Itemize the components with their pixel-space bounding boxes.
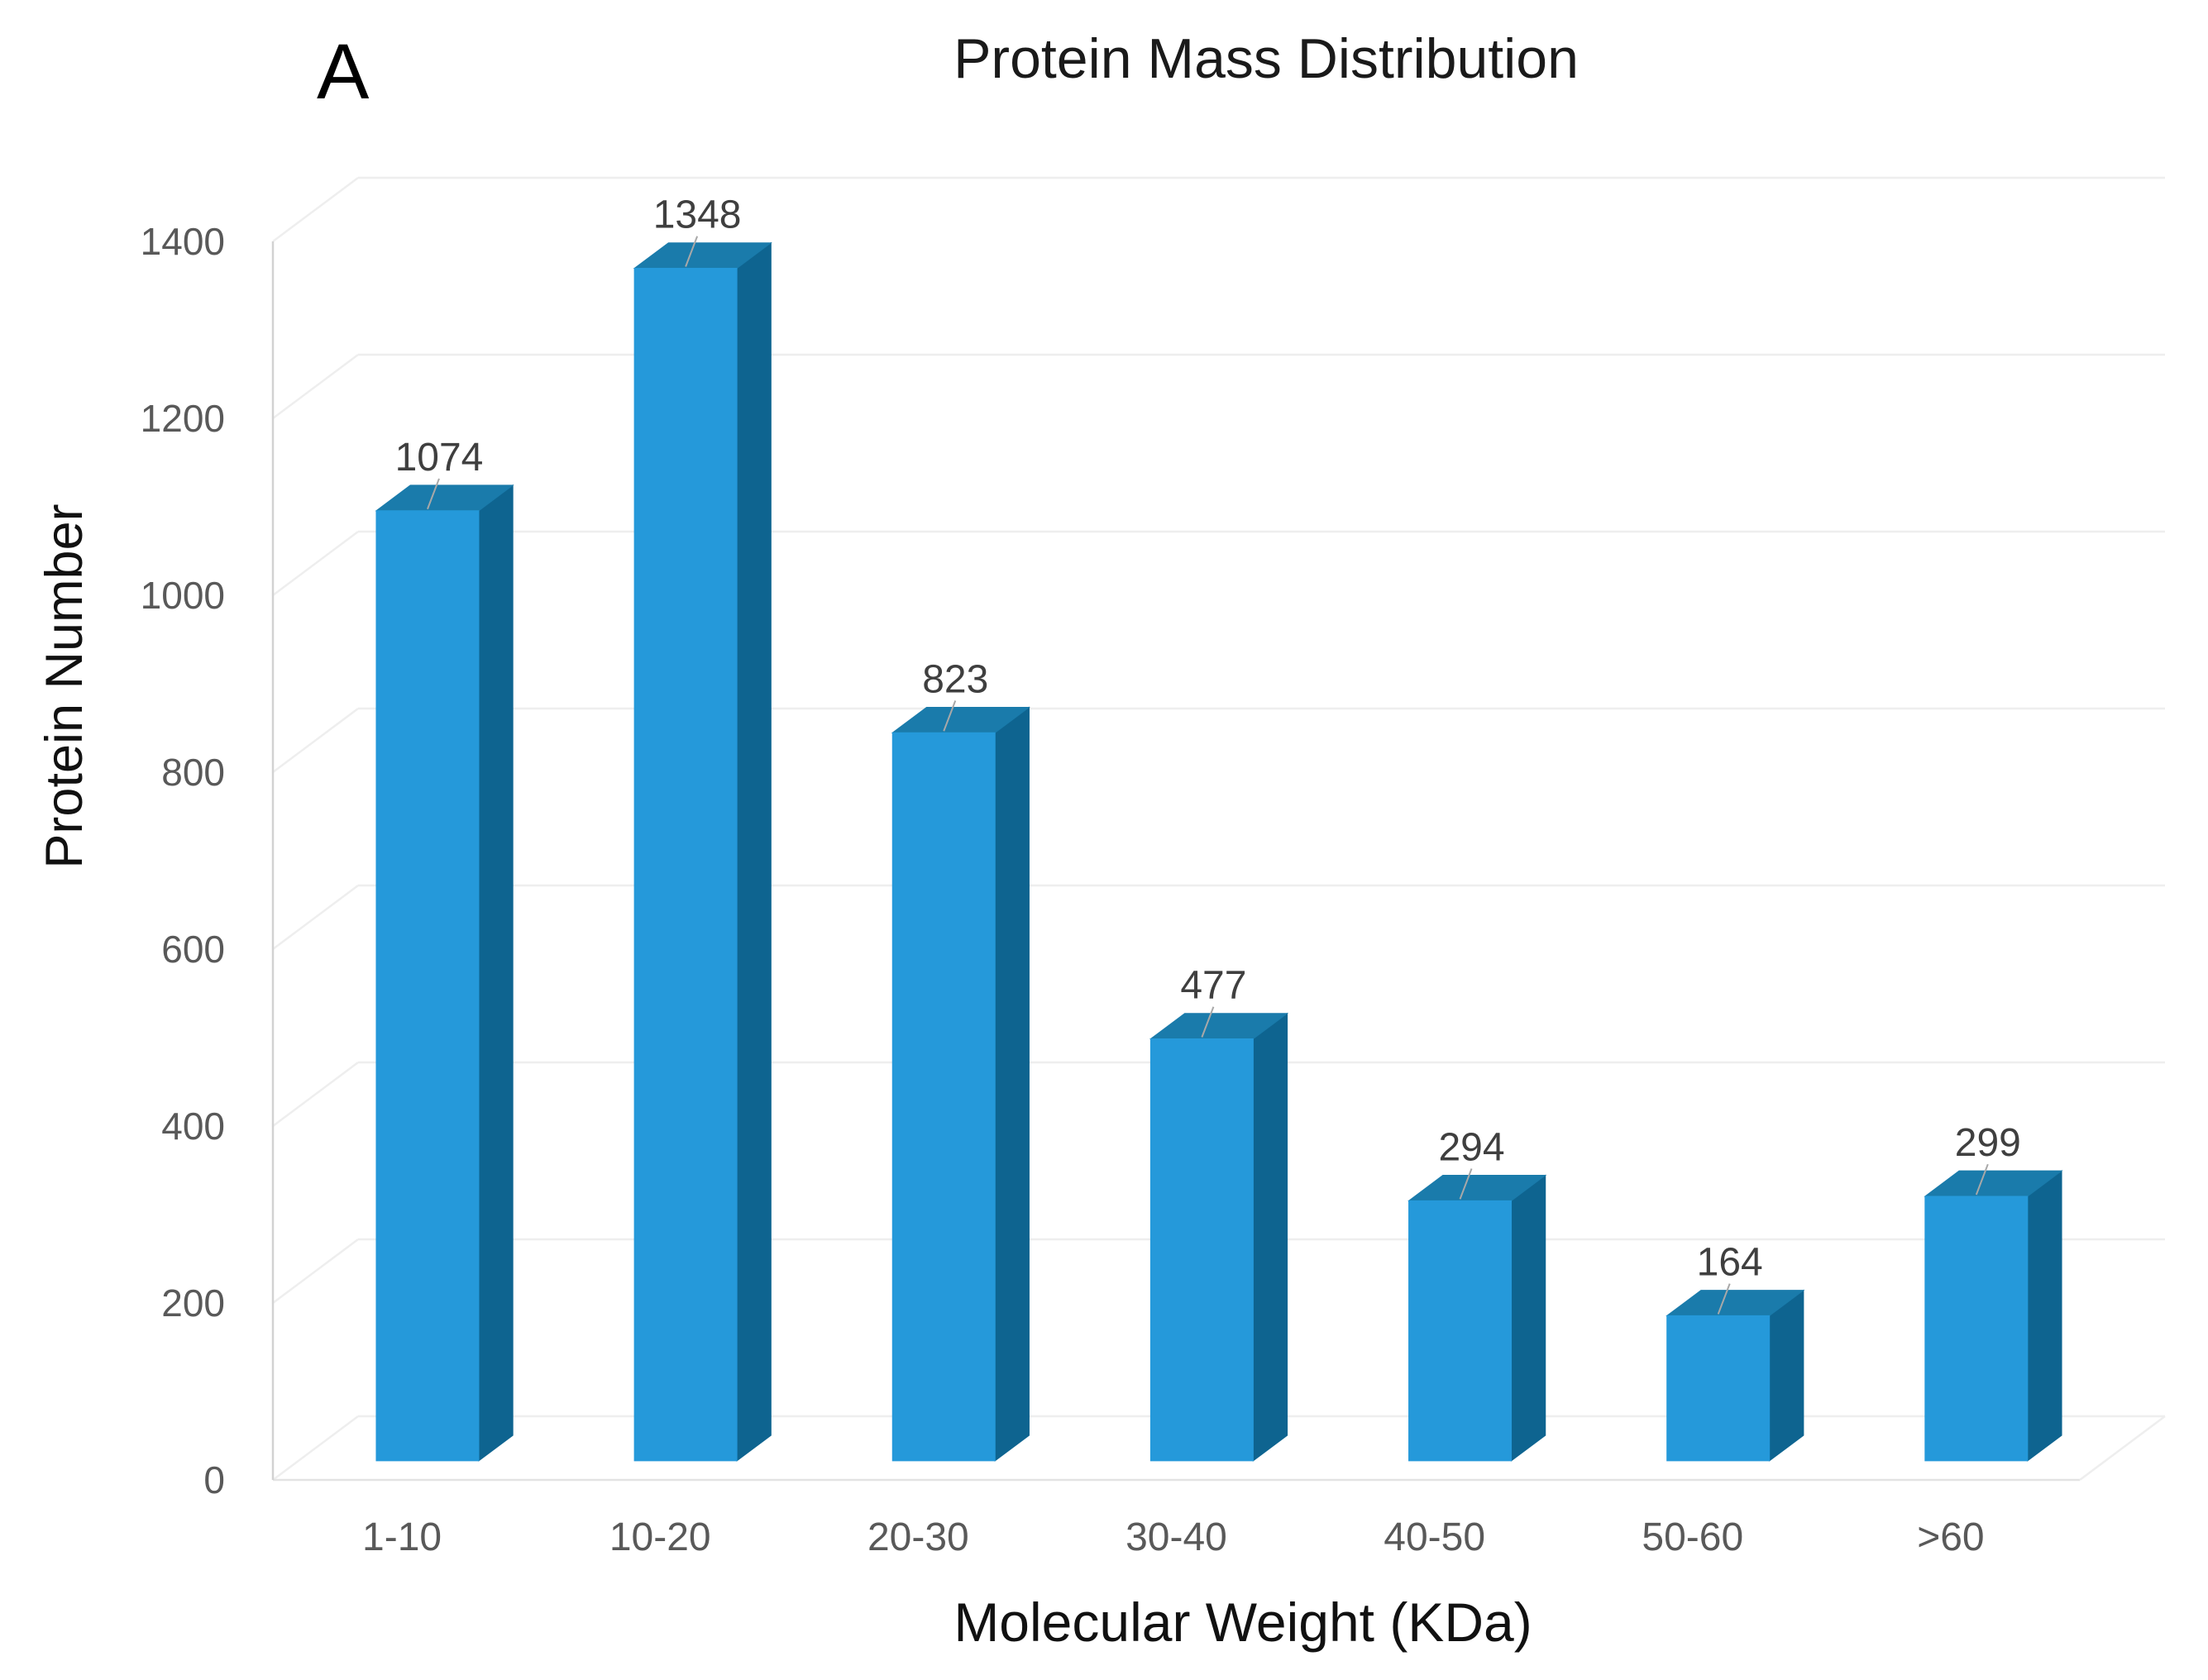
bar-side-face-30-40 xyxy=(1252,1012,1288,1462)
data-label-leader-line xyxy=(1459,1168,1473,1200)
chart-title: Protein Mass Distribution xyxy=(953,27,1579,90)
y-tick-label: 200 xyxy=(161,1281,225,1324)
x-category-label: 1-10 xyxy=(362,1515,442,1559)
y-tick-label: 1200 xyxy=(141,397,225,440)
x-category-label: 30-40 xyxy=(1126,1515,1227,1559)
data-label: 299 xyxy=(1955,1121,2021,1165)
bar-front-face-1-10 xyxy=(375,510,480,1462)
floor-right-edge xyxy=(2079,1415,2166,1482)
data-label-leader-line xyxy=(427,478,440,510)
data-label-leader-line xyxy=(1975,1163,1989,1196)
x-axis-title: Molecular Weight (KDa) xyxy=(953,1592,1532,1653)
y-tick-label: 600 xyxy=(161,928,225,971)
data-label-leader-line xyxy=(943,700,957,732)
x-category-label: >60 xyxy=(1917,1515,1984,1559)
y-tick-label: 400 xyxy=(161,1105,225,1148)
bar-side-face->60 xyxy=(2027,1170,2062,1462)
x-category-label: 40-50 xyxy=(1384,1515,1485,1559)
side-wall-gridline xyxy=(272,353,359,420)
panel-label: A xyxy=(317,28,370,116)
data-label-leader-line xyxy=(1717,1283,1731,1315)
bar-front-face->60 xyxy=(1924,1196,2029,1462)
bar-front-face-30-40 xyxy=(1149,1038,1254,1462)
bar-front-face-50-60 xyxy=(1666,1315,1771,1462)
y-tick-label: 1000 xyxy=(141,574,225,617)
bar-side-face-10-20 xyxy=(736,241,772,1462)
data-label: 294 xyxy=(1438,1126,1504,1170)
data-label-leader-line xyxy=(1201,1006,1215,1038)
side-wall-gridline xyxy=(272,530,359,597)
data-label: 1348 xyxy=(653,193,742,237)
side-wall-gridline xyxy=(272,884,359,951)
bar-side-face-1-10 xyxy=(478,484,514,1462)
x-category-label: 10-20 xyxy=(609,1515,711,1559)
data-label: 477 xyxy=(1180,964,1246,1008)
data-label: 1074 xyxy=(395,436,484,480)
x-category-label: 20-30 xyxy=(867,1515,969,1559)
x-category-label: 50-60 xyxy=(1642,1515,1743,1559)
data-label-leader-line xyxy=(685,236,699,267)
y-tick-label: 800 xyxy=(161,751,225,794)
bar-side-face-20-30 xyxy=(994,706,1030,1462)
side-wall-gridline xyxy=(272,707,359,774)
bar-side-face-40-50 xyxy=(1511,1174,1546,1462)
bar-front-face-40-50 xyxy=(1408,1200,1513,1462)
bar-side-face-50-60 xyxy=(1769,1289,1804,1462)
y-tick-label: 1400 xyxy=(141,220,225,263)
data-label: 164 xyxy=(1697,1241,1763,1285)
bar-front-face-20-30 xyxy=(891,732,996,1462)
side-wall-gridline xyxy=(272,1415,359,1482)
side-wall-gridline xyxy=(272,1061,359,1128)
y-tick-label: 0 xyxy=(203,1458,225,1501)
data-label: 823 xyxy=(922,657,988,701)
side-wall-gridline xyxy=(272,1238,359,1305)
bar-front-face-10-20 xyxy=(633,268,738,1462)
side-wall-gridline xyxy=(272,176,359,243)
